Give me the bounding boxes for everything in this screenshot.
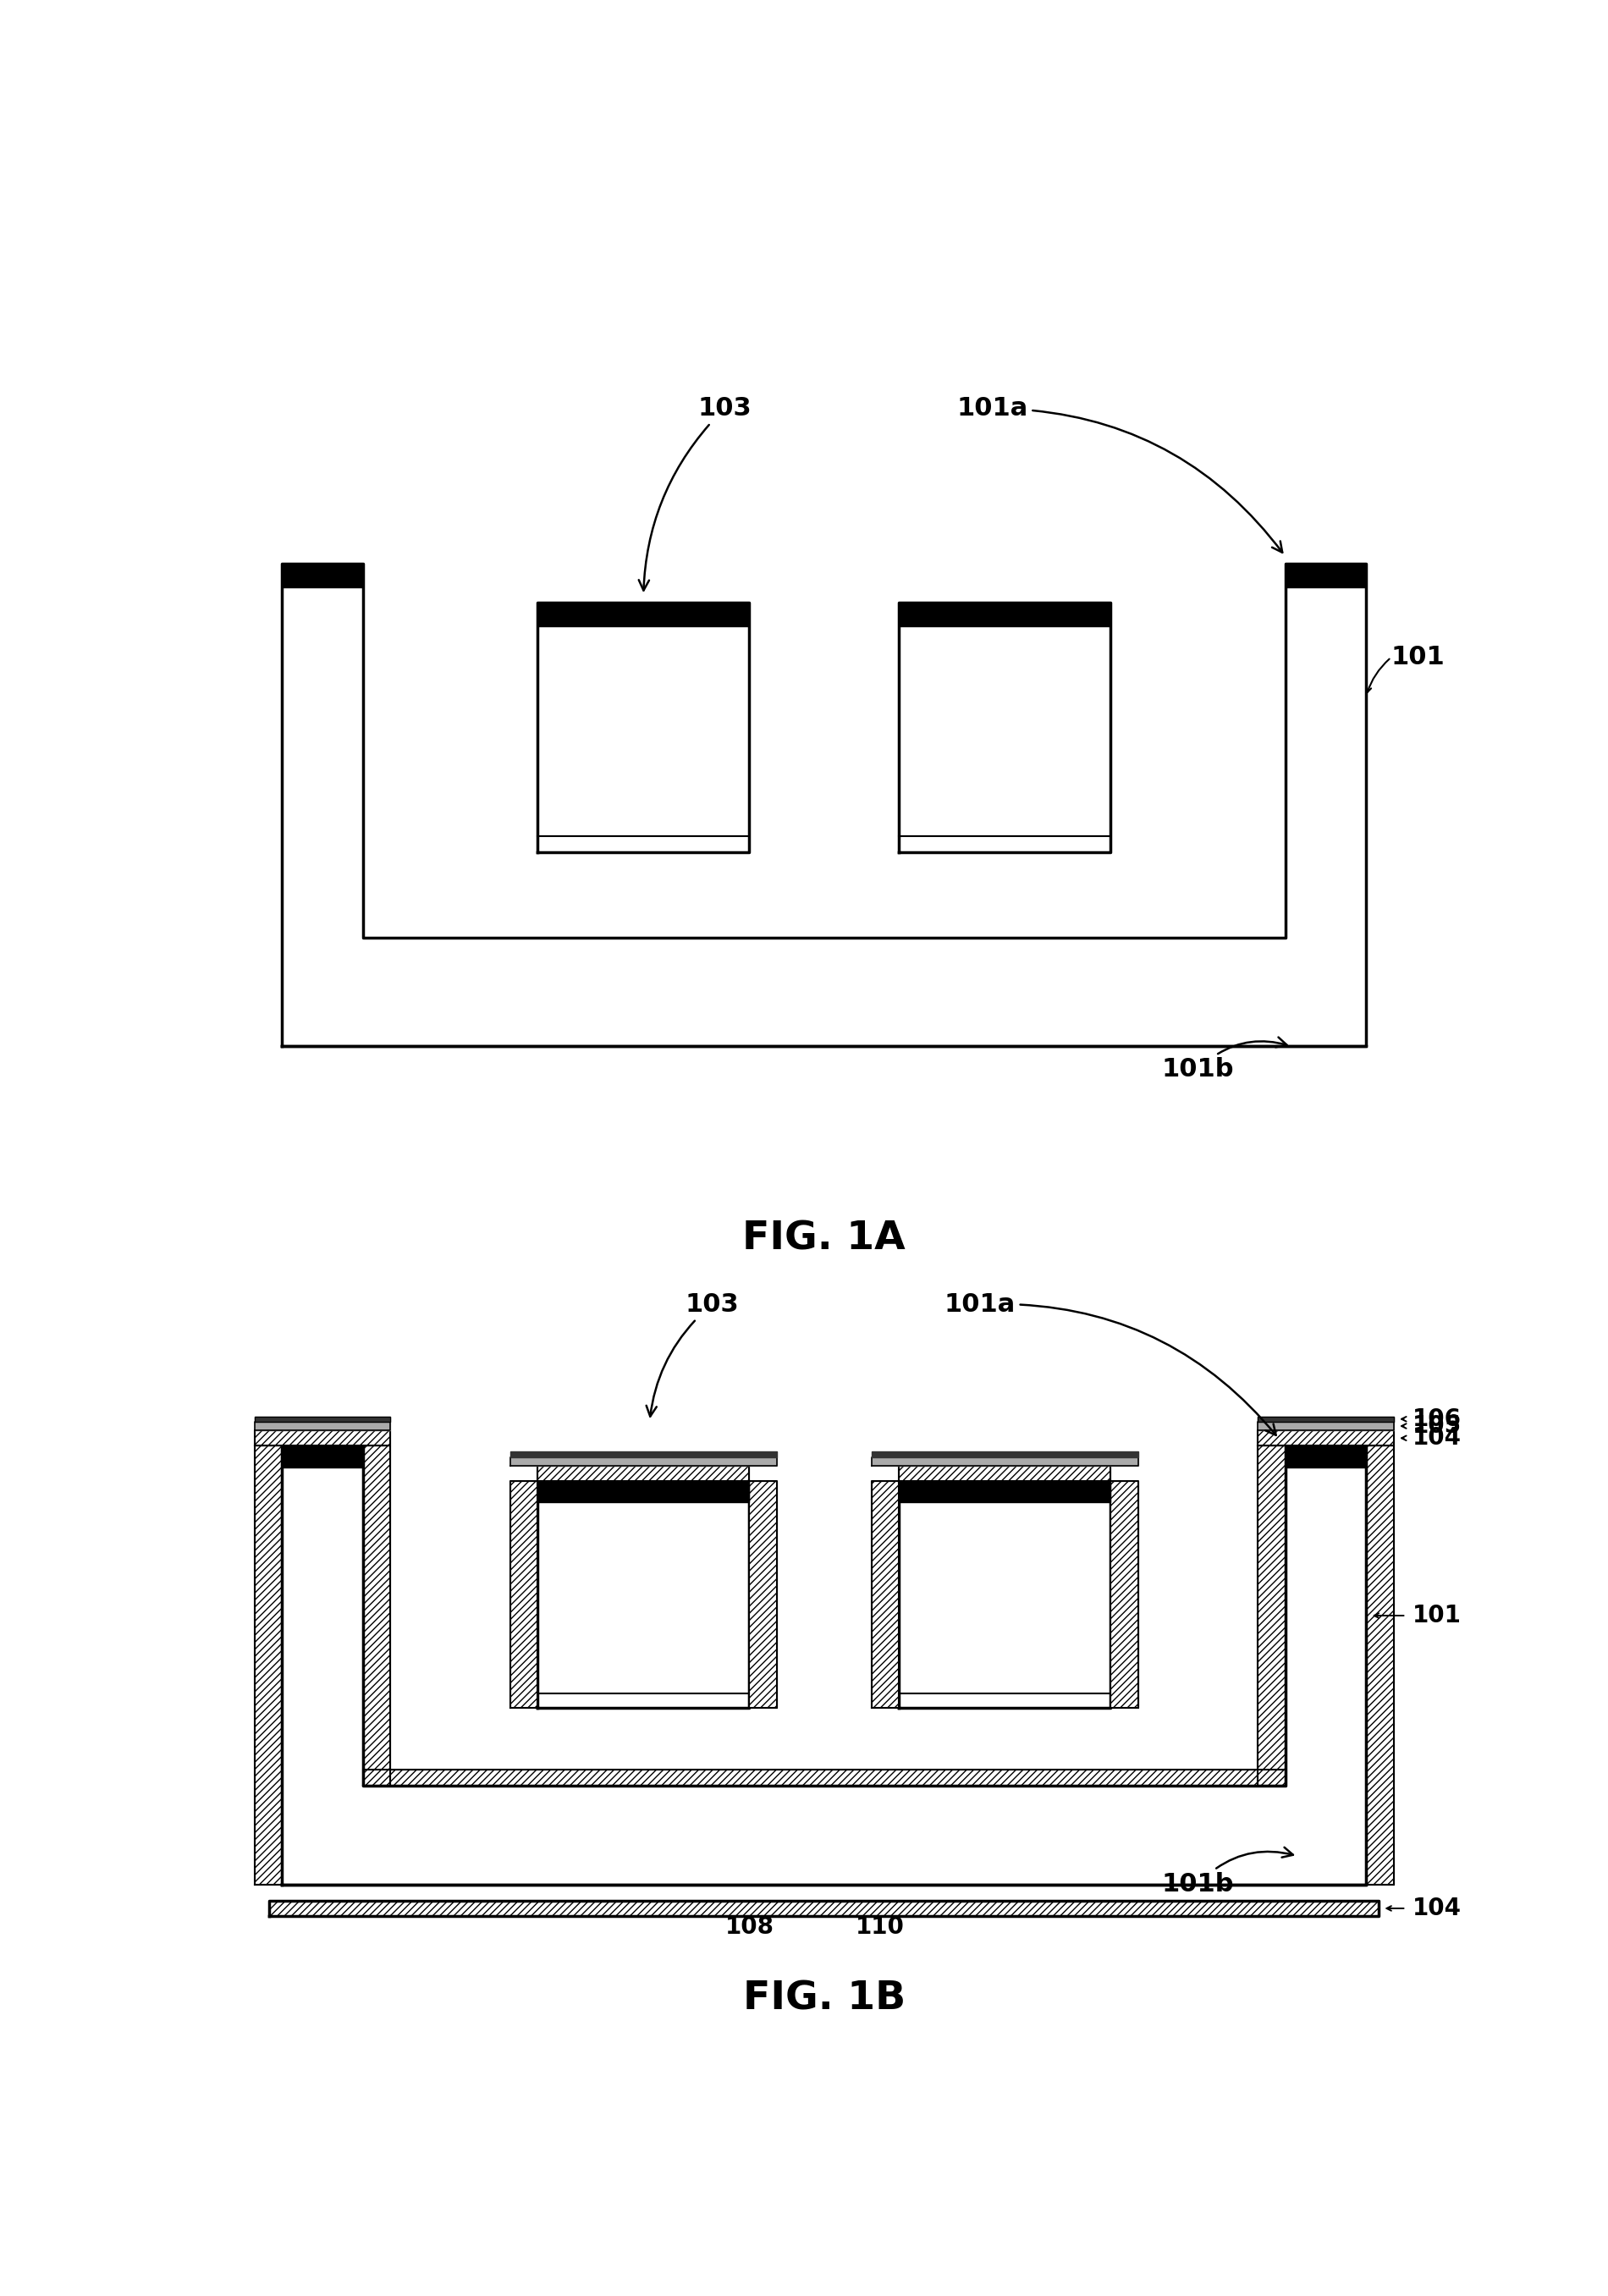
Text: 104: 104: [1412, 1896, 1462, 1919]
Polygon shape: [363, 1786, 1285, 1885]
Text: 103: 103: [646, 1293, 738, 1417]
Text: 101: 101: [1391, 645, 1446, 670]
Polygon shape: [1257, 1417, 1394, 1421]
Text: FIG. 1B: FIG. 1B: [743, 1979, 905, 2018]
Text: 104: 104: [1412, 1426, 1462, 1451]
Text: FIG. 1A: FIG. 1A: [743, 1219, 905, 1258]
Polygon shape: [1111, 1481, 1138, 1708]
Polygon shape: [899, 1481, 1111, 1708]
Text: 101a: 101a: [957, 397, 1282, 553]
Text: 103: 103: [638, 397, 751, 590]
Polygon shape: [1257, 1446, 1285, 1786]
Polygon shape: [254, 1417, 391, 1421]
Text: 105: 105: [1412, 1414, 1462, 1437]
Polygon shape: [1285, 565, 1367, 588]
Text: 101: 101: [1412, 1603, 1462, 1628]
Polygon shape: [281, 1446, 363, 1467]
Polygon shape: [1257, 1430, 1394, 1446]
Polygon shape: [363, 565, 1285, 937]
Polygon shape: [537, 604, 749, 627]
Text: 106: 106: [1412, 1407, 1462, 1430]
Polygon shape: [281, 1446, 363, 1885]
Polygon shape: [872, 1481, 899, 1708]
Polygon shape: [537, 1465, 749, 1481]
Polygon shape: [899, 604, 1111, 627]
Polygon shape: [281, 1446, 1367, 1885]
Polygon shape: [254, 1446, 281, 1885]
Polygon shape: [537, 1481, 749, 1708]
Polygon shape: [510, 1451, 777, 1458]
Text: 110: 110: [855, 1915, 905, 1938]
Polygon shape: [872, 1458, 1138, 1465]
Polygon shape: [281, 565, 363, 588]
Text: 101b: 101b: [1161, 1848, 1293, 1896]
Polygon shape: [270, 1901, 1378, 1917]
Polygon shape: [899, 1465, 1111, 1481]
Polygon shape: [1367, 1446, 1394, 1885]
Text: 101b: 101b: [1161, 1038, 1286, 1081]
Polygon shape: [537, 604, 749, 852]
Polygon shape: [1257, 1421, 1394, 1430]
Polygon shape: [254, 1421, 391, 1430]
Polygon shape: [281, 565, 1367, 1047]
Polygon shape: [872, 1451, 1138, 1458]
Polygon shape: [1285, 1446, 1367, 1467]
Polygon shape: [363, 1446, 391, 1786]
Polygon shape: [510, 1481, 537, 1708]
Text: 101a: 101a: [944, 1293, 1277, 1435]
Polygon shape: [254, 1430, 391, 1446]
Text: 108: 108: [725, 1915, 773, 1938]
Polygon shape: [510, 1458, 777, 1465]
Polygon shape: [749, 1481, 777, 1708]
Polygon shape: [899, 1481, 1111, 1502]
Polygon shape: [899, 604, 1111, 852]
Polygon shape: [363, 1770, 1285, 1786]
Polygon shape: [537, 1481, 749, 1502]
Polygon shape: [1285, 1446, 1367, 1885]
